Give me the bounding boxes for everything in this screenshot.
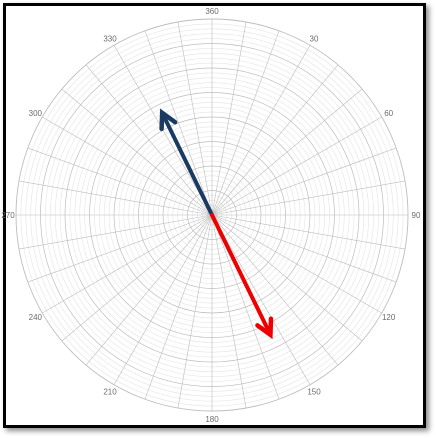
angle-tick-270: 270 (1, 211, 15, 220)
angle-tick-90: 90 (412, 211, 421, 220)
angle-tick-240: 240 (29, 313, 43, 322)
vector-shaft (160, 110, 214, 217)
angle-tick-labels: 360 30 60 90 120 150 180 210 240 270 300 330 (1, 7, 421, 424)
vector-arrowhead (255, 316, 274, 340)
vector-arrowhead (159, 108, 178, 132)
major-ring-grid (15, 18, 409, 412)
major-ring (15, 18, 409, 412)
major-ring (40, 43, 384, 387)
vector-shaft (210, 213, 273, 337)
vector-arrow-2 (210, 213, 274, 340)
major-ring (138, 141, 286, 289)
angle-tick-300: 300 (29, 109, 43, 118)
angle-tick-30: 30 (310, 34, 319, 43)
major-ring (187, 190, 237, 240)
angle-tick-60: 60 (384, 109, 393, 118)
major-ring (64, 67, 360, 363)
major-ring (113, 116, 311, 314)
major-ring (89, 92, 335, 338)
vector-arrow-1 (159, 108, 214, 217)
vector-arrows (159, 108, 274, 340)
angle-tick-330: 330 (103, 34, 117, 43)
angle-tick-360: 360 (205, 7, 219, 16)
angle-tick-120: 120 (382, 313, 396, 322)
major-ring (162, 165, 262, 265)
angle-tick-210: 210 (103, 388, 117, 397)
angle-tick-150: 150 (307, 388, 321, 397)
angle-tick-180: 180 (205, 415, 219, 424)
